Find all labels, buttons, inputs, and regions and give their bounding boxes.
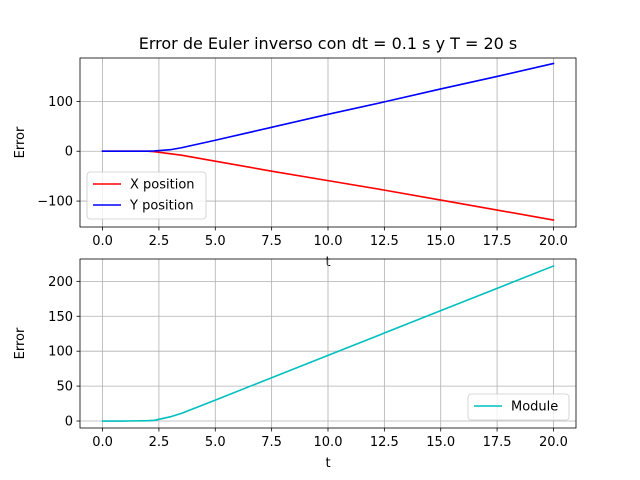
x-axis-label: t (325, 456, 330, 471)
x-tick-label: 5.0 (205, 435, 226, 450)
y-tick-label: 0 (65, 415, 73, 430)
x-tick-label: 17.5 (483, 435, 512, 450)
legend: X position Y position (86, 171, 207, 220)
x-tick-label: 2.5 (149, 234, 170, 249)
x-tick-label: 0.0 (92, 435, 113, 450)
x-tick-label: 12.5 (370, 234, 399, 249)
y-tick-label: 200 (48, 275, 73, 290)
y-tick-label: 0 (65, 145, 73, 160)
x-tick-label: 0.0 (92, 234, 113, 249)
x-tick-label: 10.0 (314, 234, 343, 249)
y-tick-label: 50 (56, 380, 73, 395)
x-tick-label: 10.0 (314, 435, 343, 450)
y-axis-label: Error (13, 327, 28, 359)
x-tick-label: 15.0 (426, 435, 455, 450)
x-tick-label: 12.5 (370, 435, 399, 450)
x-tick-label: 17.5 (483, 234, 512, 249)
legend-label: X position (130, 178, 195, 193)
bottom-chart-panel: 0.0 2.5 5.0 7.5 10.0 12.5 15.0 17.5 20.0 0 50 100 15… (13, 258, 577, 471)
x-tick-label: 7.5 (261, 234, 282, 249)
chart-title: Error de Euler inverso con dt = 0.1 s y … (139, 34, 518, 53)
y-tick-label: 100 (48, 345, 73, 360)
y-tick-label: 150 (48, 310, 73, 325)
y-axis-label: Error (13, 126, 28, 158)
y-tick-label: −100 (37, 195, 73, 210)
x-tick-label: 20.0 (539, 234, 568, 249)
x-tick-label: 5.0 (205, 234, 226, 249)
legend-box (467, 393, 570, 421)
x-tick-label: 2.5 (149, 435, 170, 450)
series-line-y-position (101, 62, 555, 153)
y-tick-label: 100 (48, 95, 73, 110)
series-line-module (101, 264, 555, 422)
x-tick-label: 7.5 (261, 435, 282, 450)
legend-label: Module (511, 400, 558, 415)
top-chart-panel: 0.0 2.5 5.0 7.5 10.0 12.5 15.0 17.5 20.0 −100 0 100… (13, 57, 577, 270)
x-tick-label: 15.0 (426, 234, 455, 249)
legend: Module (467, 393, 570, 421)
legend-label: Y position (129, 199, 194, 214)
x-tick-label: 20.0 (539, 435, 568, 450)
